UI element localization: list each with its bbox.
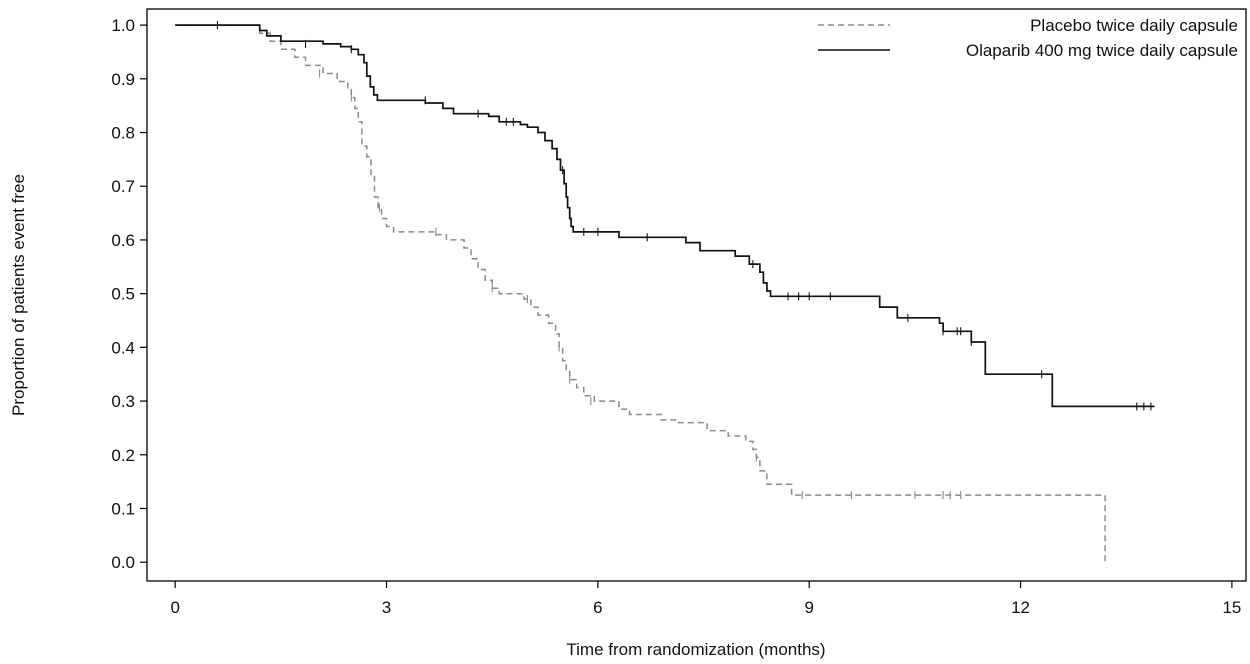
x-tick-label: 3 (382, 598, 391, 617)
x-tick-label: 6 (593, 598, 602, 617)
y-tick-label: 0.0 (111, 553, 135, 572)
y-axis-title: Proportion of patients event free (9, 174, 28, 416)
x-axis: 0 3 6 9 12 15 (170, 581, 1241, 617)
y-tick-label: 0.3 (111, 392, 135, 411)
y-tick-label: 0.8 (111, 124, 135, 143)
y-tick-label: 0.7 (111, 177, 135, 196)
legend-label: Olaparib 400 mg twice daily capsule (966, 41, 1238, 60)
y-tick-label: 0.1 (111, 499, 135, 518)
x-tick-label: 9 (804, 598, 813, 617)
y-tick-label: 0.2 (111, 446, 135, 465)
y-tick-label: 0.6 (111, 231, 135, 250)
y-tick-label: 1.0 (111, 16, 135, 35)
placebo-curve (175, 24, 1106, 563)
olaparib-curve (175, 24, 1155, 408)
y-tick-label: 0.4 (111, 338, 135, 357)
x-axis-title: Time from randomization (months) (566, 640, 825, 659)
y-tick-label: 0.5 (111, 285, 135, 304)
y-axis: 0.0 0.1 0.2 0.3 0.4 0.5 0.6 0.7 0.8 0.9 1.0 (111, 16, 147, 572)
x-tick-label: 12 (1011, 598, 1030, 617)
legend-label: Placebo twice daily capsule (1030, 16, 1238, 35)
legend: Placebo twice daily capsule Olaparib 400 … (818, 16, 1238, 60)
x-tick-label: 15 (1222, 598, 1241, 617)
plot-area-frame (146, 8, 1247, 582)
x-tick-label: 0 (170, 598, 179, 617)
series-layer (175, 21, 1155, 563)
y-tick-label: 0.9 (111, 70, 135, 89)
